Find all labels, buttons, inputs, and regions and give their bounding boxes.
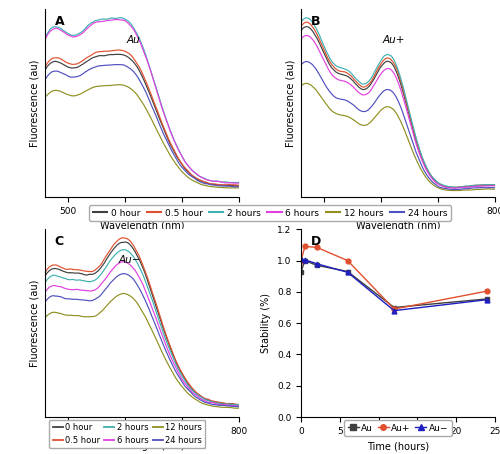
X-axis label: Time (hours): Time (hours) [367, 441, 429, 451]
Text: Au−: Au− [118, 255, 141, 265]
Text: Au+: Au+ [382, 35, 405, 45]
Text: B: B [310, 15, 320, 28]
X-axis label: Wavelength (nm): Wavelength (nm) [356, 221, 440, 231]
Y-axis label: Stability (%): Stability (%) [262, 293, 272, 353]
Legend: 0 hour, 0.5 hour, 2 hours, 6 hours, 12 hours, 24 hours: 0 hour, 0.5 hour, 2 hours, 6 hours, 12 h… [49, 419, 205, 449]
Legend: 0 hour, 0.5 hour, 2 hours, 6 hours, 12 hours, 24 hours: 0 hour, 0.5 hour, 2 hours, 6 hours, 12 h… [89, 205, 451, 221]
Text: C: C [54, 235, 64, 248]
Y-axis label: Fluorescence (au): Fluorescence (au) [30, 59, 40, 147]
Text: Au: Au [126, 35, 140, 45]
Text: D: D [310, 235, 321, 248]
X-axis label: Wavelength (nm): Wavelength (nm) [100, 441, 184, 451]
Y-axis label: Fluorescence (au): Fluorescence (au) [286, 59, 296, 147]
Legend: Au, Au+, Au−: Au, Au+, Au− [344, 420, 452, 436]
Y-axis label: Fluorescence (au): Fluorescence (au) [30, 280, 40, 367]
X-axis label: Wavelength (nm): Wavelength (nm) [100, 221, 184, 231]
Text: A: A [54, 15, 64, 28]
